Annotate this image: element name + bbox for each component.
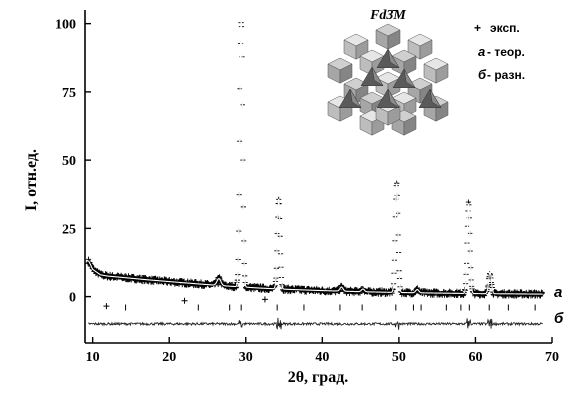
polyhedron-block bbox=[407, 33, 433, 60]
x-tick-label: 40 bbox=[315, 350, 329, 365]
curve-label-theory: а bbox=[554, 284, 562, 301]
data-point bbox=[261, 296, 268, 303]
y-axis-ticks: 0 25 50 75 100 bbox=[55, 18, 91, 306]
x-tick-label: 20 bbox=[162, 350, 176, 365]
tetrahedron-block bbox=[338, 88, 362, 108]
x-axis-title: 2θ, град. bbox=[288, 369, 349, 386]
polyhedron-block bbox=[423, 57, 449, 84]
legend-item-theory: а - теор. bbox=[478, 44, 525, 59]
tetrahedron-block bbox=[392, 68, 416, 88]
legend-item-difference: б - разн. bbox=[478, 67, 525, 82]
x-tick-label: 70 bbox=[545, 350, 559, 365]
bragg-reflection-ticks bbox=[125, 304, 536, 311]
data-point bbox=[181, 297, 188, 304]
legend-text-theory: - теор. bbox=[487, 45, 525, 59]
x-tick-label: 10 bbox=[86, 350, 100, 365]
x-tick-label: 30 bbox=[239, 350, 253, 365]
legend-marker-plus-icon: + bbox=[474, 21, 481, 35]
polyhedron-block bbox=[375, 23, 401, 50]
data-point bbox=[539, 290, 545, 297]
crystal-structure-icon bbox=[327, 23, 449, 136]
phase-label: Fd3̄M bbox=[369, 8, 406, 23]
x-tick-label: 50 bbox=[392, 350, 406, 365]
series-difference-line bbox=[87, 317, 543, 330]
y-tick-label: 75 bbox=[62, 86, 76, 101]
tetrahedron-block bbox=[418, 88, 442, 108]
y-tick-label: 100 bbox=[55, 18, 76, 33]
tetrahedron-block bbox=[360, 66, 384, 86]
data-point bbox=[216, 274, 222, 281]
data-point bbox=[103, 303, 110, 310]
x-tick-label: 60 bbox=[468, 350, 482, 365]
series-theoretical-line bbox=[88, 19, 543, 295]
curve-label-difference: б bbox=[554, 310, 564, 327]
legend-item-experimental: + эксп. bbox=[474, 21, 520, 35]
series-experimental bbox=[85, 20, 545, 310]
legend: + эксп. а - теор. б - разн. bbox=[474, 21, 525, 82]
legend-text-difference: - разн. bbox=[487, 68, 525, 82]
legend-key-difference: б bbox=[478, 67, 487, 82]
tetrahedron-block bbox=[376, 88, 400, 108]
data-point bbox=[181, 279, 187, 285]
y-tick-label: 25 bbox=[62, 222, 76, 237]
y-tick-label: 0 bbox=[69, 291, 76, 306]
legend-key-theory: а bbox=[478, 44, 485, 59]
data-point bbox=[215, 281, 222, 288]
legend-text-experimental: эксп. bbox=[490, 21, 520, 35]
polyhedron-block bbox=[327, 57, 353, 84]
plot-axes bbox=[84, 10, 552, 344]
tetrahedron-block bbox=[376, 48, 400, 68]
y-tick-label: 50 bbox=[62, 154, 76, 169]
y-axis-title: I, отн.ед. bbox=[23, 149, 40, 211]
x-axis-ticks: 10 20 30 40 50 60 70 bbox=[86, 337, 559, 365]
